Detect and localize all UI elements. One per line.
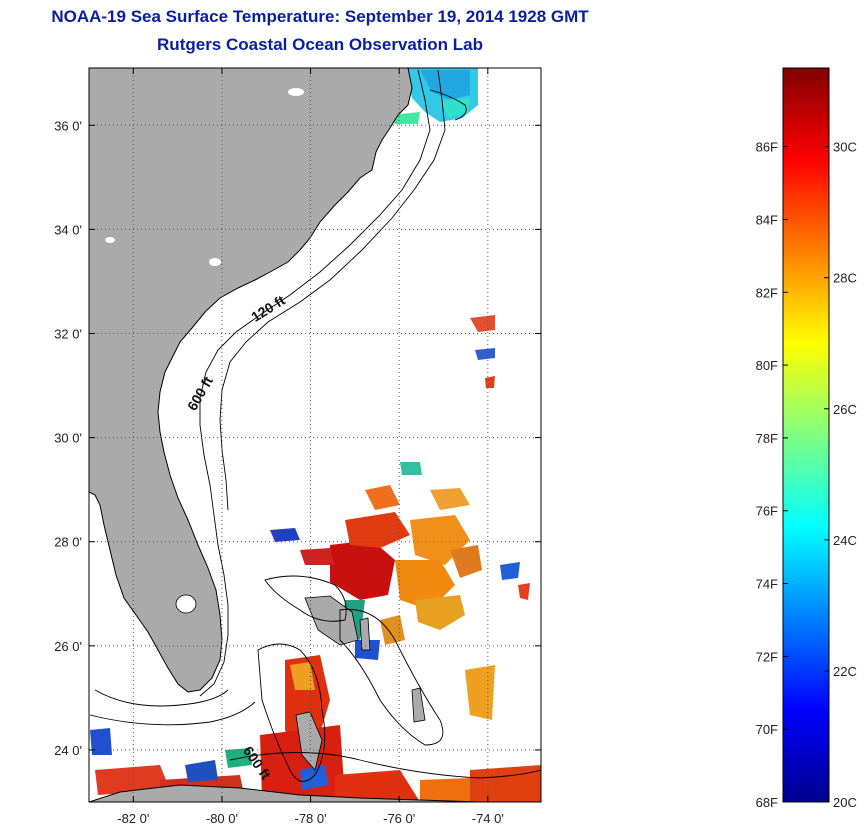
colorbar-label-f: 72F: [756, 649, 778, 664]
lat-tick-label: 32 0': [54, 326, 82, 341]
colorbar-label-c: 26C: [833, 402, 857, 417]
colorbar-label-c: 22C: [833, 664, 857, 679]
lake-feature: [105, 237, 115, 243]
lon-tick-label: -78 0': [295, 811, 327, 826]
bathymetry-contours: [89, 69, 541, 782]
colorbar-label-c: 30C: [833, 140, 857, 155]
map-subtitle: Rutgers Coastal Ocean Observation Lab: [157, 35, 483, 54]
map-frame: [88, 67, 542, 803]
colorbar-label-f: 80F: [756, 358, 778, 373]
land-bahamas: [295, 595, 426, 771]
lon-tick-label: -82 0': [117, 811, 149, 826]
lake-feature: [288, 88, 304, 96]
lat-tick-label: 30 0': [54, 431, 82, 446]
map-title: NOAA-19 Sea Surface Temperature: Septemb…: [51, 7, 589, 26]
lat-tick-label: 28 0': [54, 535, 82, 550]
land-cuba: [89, 784, 481, 802]
lat-tick-label: 36 0': [54, 118, 82, 133]
colorbar-label-f: 74F: [756, 577, 778, 592]
colorbar-label-f: 76F: [756, 504, 778, 519]
lon-tick-label: -74 0': [472, 811, 504, 826]
colorbar-label-f: 78F: [756, 431, 778, 446]
lat-tick-label: 26 0': [54, 639, 82, 654]
sst-patch-central: [270, 315, 530, 720]
lake-okeechobee: [175, 594, 197, 614]
colorbar-label-c: 28C: [833, 271, 857, 286]
colorbar-label-f: 86F: [756, 140, 778, 155]
colorbar-label-f: 70F: [756, 722, 778, 737]
colorbar-label-f: 82F: [756, 285, 778, 300]
colorbar: [782, 67, 830, 803]
colorbar-label-f: 84F: [756, 212, 778, 227]
lat-tick-label: 34 0': [54, 222, 82, 237]
map-grid: [89, 68, 541, 802]
colorbar-label-c: 24C: [833, 533, 857, 548]
colorbar-label-f: 68F: [756, 795, 778, 810]
lon-tick-label: -76 0': [383, 811, 415, 826]
land-us-southeast: [89, 68, 413, 693]
lake-feature: [209, 258, 221, 266]
colorbar-label-c: 20C: [833, 795, 857, 810]
lon-tick-label: -80 0': [206, 811, 238, 826]
lat-tick-label: 24 0': [54, 743, 82, 758]
